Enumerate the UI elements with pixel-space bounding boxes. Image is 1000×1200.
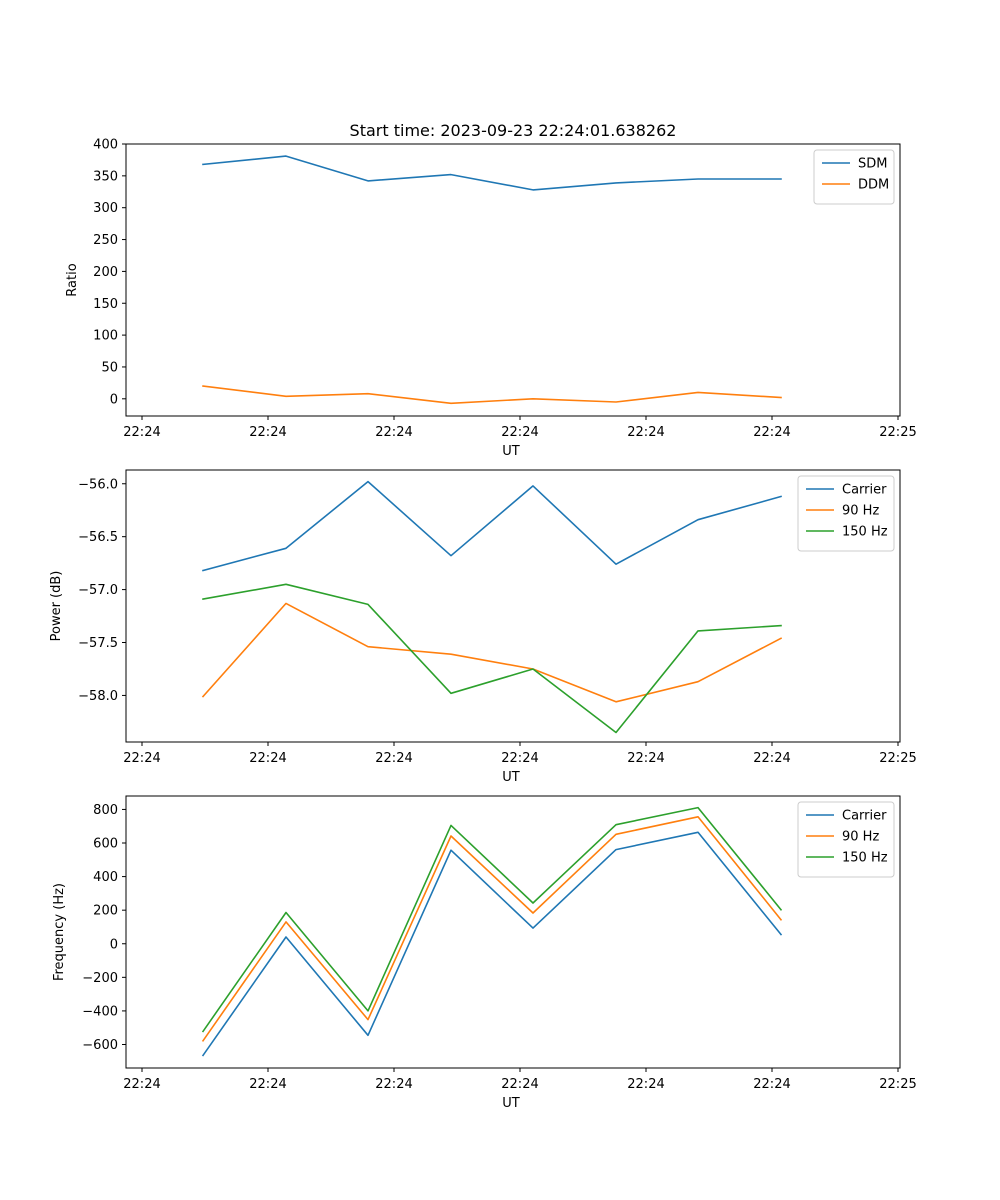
series-line-carrier <box>202 480 782 572</box>
x-tick-label: 22:24 <box>501 425 538 440</box>
y-tick-label: 100 <box>93 329 118 344</box>
y-axis-label: Ratio <box>65 263 80 296</box>
legend-label: 150 Hz <box>842 851 888 866</box>
x-tick-label: 22:24 <box>753 425 790 440</box>
y-tick-label: 300 <box>93 201 118 216</box>
x-tick-label: 22:24 <box>249 751 286 766</box>
series-line-carrier <box>201 831 783 1057</box>
y-tick-label: −200 <box>82 971 118 986</box>
y-tick-label: 400 <box>93 870 118 885</box>
legend: Carrier 90 Hz 150 Hz <box>797 475 895 552</box>
legend-box <box>797 475 895 552</box>
y-tick-label: 0 <box>110 392 118 407</box>
x-axis-label: UT <box>502 444 520 459</box>
y-axis-label: Frequency (Hz) <box>52 883 67 981</box>
subplot-2: 22:24 22:24 22:24 22:24 22:24 22:24 22:25 −56.0… <box>49 469 917 785</box>
y-tick-label: 150 <box>93 297 118 312</box>
x-tick-label: 22:24 <box>627 425 664 440</box>
legend-box <box>797 801 895 878</box>
x-tick-label: 22:24 <box>375 1077 412 1092</box>
x-tick-label: 22:25 <box>879 425 916 440</box>
legend-label: 90 Hz <box>842 830 879 845</box>
x-tick-label: 22:25 <box>879 1077 916 1092</box>
legend-label: SDM <box>858 157 887 172</box>
y-tick-label: −58.0 <box>78 689 118 704</box>
y-tick-label: −57.5 <box>78 636 118 651</box>
subplots: 22:24 22:24 22:24 22:24 22:24 22:24 22:25 0 50 10… <box>49 138 917 1112</box>
x-tick-label: 22:24 <box>753 751 790 766</box>
series-line-sdm <box>202 155 782 191</box>
y-tick-label: −400 <box>82 1004 118 1019</box>
legend-label: DDM <box>858 178 889 193</box>
series-line-150-hz <box>202 583 782 734</box>
x-tick-label: 22:24 <box>375 751 412 766</box>
x-tick-label: 22:24 <box>123 751 160 766</box>
series-line-90-hz <box>201 815 783 1042</box>
x-tick-label: 22:24 <box>627 751 664 766</box>
series-line-150-hz <box>201 806 783 1033</box>
y-tick-label: 200 <box>93 904 118 919</box>
y-tick-label: −56.0 <box>78 477 118 492</box>
x-tick-label: 22:24 <box>249 425 286 440</box>
x-tick-label: 22:25 <box>879 751 916 766</box>
y-tick-label: −600 <box>82 1038 118 1053</box>
y-tick-label: 350 <box>93 169 118 184</box>
x-tick-label: 22:24 <box>753 1077 790 1092</box>
legend: Carrier 90 Hz 150 Hz <box>797 801 895 878</box>
x-tick-label: 22:24 <box>123 1077 160 1092</box>
x-tick-label: 22:24 <box>249 1077 286 1092</box>
x-tick-label: 22:24 <box>123 425 160 440</box>
series-line-ddm <box>202 385 782 405</box>
x-tick-label: 22:24 <box>501 751 538 766</box>
legend-label: 90 Hz <box>842 504 879 519</box>
series-line-90-hz <box>201 602 783 703</box>
x-axis-label: UT <box>502 1096 520 1111</box>
figure-title: Start time: 2023-09-23 22:24:01.638262 <box>350 121 677 140</box>
x-tick-label: 22:24 <box>501 1077 538 1092</box>
y-tick-label: −57.0 <box>78 583 118 598</box>
subplot-3: 22:24 22:24 22:24 22:24 22:24 22:24 22:25 800 60… <box>52 795 917 1111</box>
y-tick-label: 800 <box>93 803 118 818</box>
y-tick-label: −56.5 <box>78 530 118 545</box>
y-tick-label: 50 <box>101 360 118 375</box>
y-tick-label: 600 <box>93 837 118 852</box>
y-tick-label: 400 <box>93 138 118 153</box>
legend-label: 150 Hz <box>842 525 888 540</box>
subplot-1: 22:24 22:24 22:24 22:24 22:24 22:24 22:25 0 50 10… <box>65 138 917 460</box>
x-tick-label: 22:24 <box>375 425 412 440</box>
x-axis-label: UT <box>502 770 520 785</box>
y-tick-label: 250 <box>93 233 118 248</box>
axes-frame <box>125 469 901 743</box>
legend-label: Carrier <box>842 809 887 824</box>
y-axis-label: Power (dB) <box>49 571 64 642</box>
axes-frame <box>125 143 901 417</box>
y-tick-label: 200 <box>93 265 118 280</box>
legend-label: Carrier <box>842 483 887 498</box>
x-tick-label: 22:24 <box>627 1077 664 1092</box>
axes-frame <box>125 795 901 1069</box>
legend: SDM DDM <box>813 149 895 205</box>
y-tick-label: 0 <box>110 937 118 952</box>
